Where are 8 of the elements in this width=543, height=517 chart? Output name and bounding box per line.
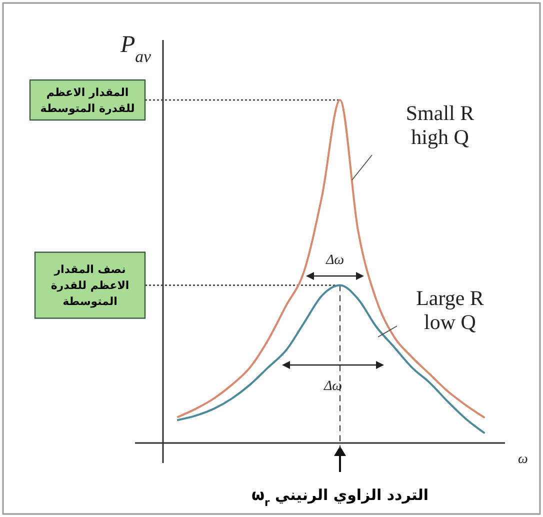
text: Small R high Q [406,101,474,149]
y-axis-title: P$_{av}$ [119,32,152,66]
ref-line-label: نصف المقدار الاعظم للقدرة المتوسطة [50,263,130,308]
series-label: Large R low Q [416,286,484,334]
annotation: Δω [322,379,342,394]
ref-line-label: المقدار الاعظم للقدرة المتوسطة [40,86,135,115]
annotation: Δω [324,253,344,268]
x-axis-title: ω [518,452,528,467]
